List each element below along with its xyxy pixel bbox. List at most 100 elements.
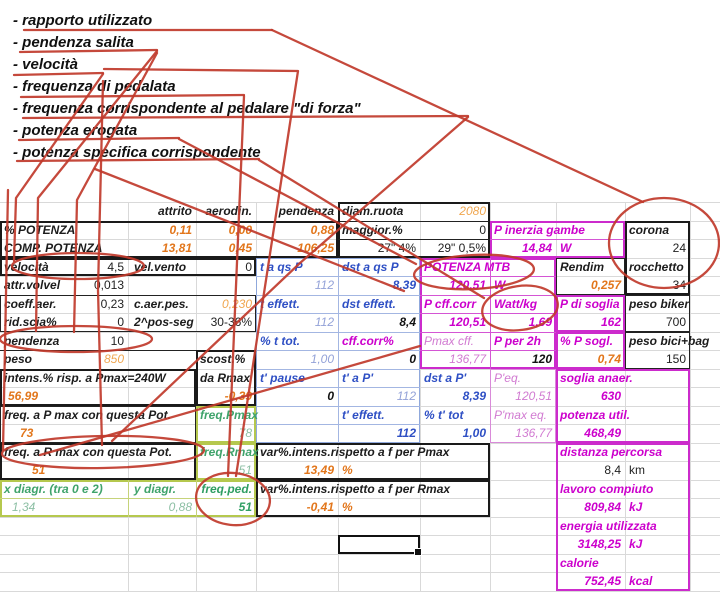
cell-r9-c6[interactable]: dst a P' xyxy=(424,370,467,385)
cell-r5-c4[interactable]: t effett. xyxy=(260,296,300,311)
cell-r5-c9[interactable]: peso biker xyxy=(629,296,690,311)
cell-r20-c9[interactable]: kcal xyxy=(629,574,653,588)
cell-r9-c5[interactable]: t' a P' xyxy=(342,370,374,385)
cell-r10-c8[interactable]: 630 xyxy=(600,389,621,403)
rocchetto-label[interactable]: rocchetto xyxy=(629,259,684,274)
cell-r11-c5[interactable]: t' effett. xyxy=(342,407,385,422)
cell-r16-c5[interactable]: % xyxy=(342,500,353,514)
cell-r10-c7[interactable]: 120,51 xyxy=(515,389,552,403)
cell-r10-c4[interactable]: 0 xyxy=(327,389,334,403)
cell-r2-c0[interactable]: COMP. POTENZA xyxy=(4,241,103,255)
cell-r8-c3[interactable]: scost.% xyxy=(200,352,246,366)
corona-label[interactable]: corona xyxy=(629,222,670,237)
cell-r18-c8[interactable]: 3148,25 xyxy=(577,537,621,551)
cell-r14-c5[interactable]: % xyxy=(342,463,353,477)
cell-r4-c1[interactable]: 0,013 xyxy=(93,278,124,292)
cell-r13-c4[interactable]: var%.intens.rispetto a f per Pmax xyxy=(260,444,450,459)
cell-r3-c2[interactable]: vel.vento xyxy=(134,259,187,274)
cell-r6-c5[interactable]: 8,4 xyxy=(399,315,416,329)
cell-r17-c8[interactable]: energia utilizzata xyxy=(560,518,657,533)
watt-kg-value[interactable]: 1,69 xyxy=(528,315,552,329)
cell-r1-c7[interactable]: P inerzia gambe xyxy=(494,222,585,237)
cell-r8-c8[interactable]: 0,74 xyxy=(597,352,621,366)
cell-r1-c6[interactable]: 0 xyxy=(479,222,486,237)
cell-r7-c7[interactable]: P per 2h xyxy=(494,333,541,348)
cell-r12-c0[interactable]: 73 xyxy=(20,426,34,440)
cell-r2-c6[interactable]: 29" 0,5% xyxy=(437,241,486,255)
cell-r5-c6[interactable]: P cff.corr xyxy=(424,296,477,311)
cell-r0-c6[interactable]: 2080 xyxy=(459,204,486,218)
cell-r16-c0[interactable]: 1,34 xyxy=(12,500,36,514)
cell-r12-c5[interactable]: 112 xyxy=(396,426,416,440)
cell-r7-c4[interactable]: % t tot. xyxy=(260,333,300,348)
cell-r13-c3[interactable]: freq.Rmax xyxy=(200,444,259,459)
freq-ped-label[interactable]: freq.ped. xyxy=(201,481,252,496)
cell-r2-c5[interactable]: 27" 4% xyxy=(377,241,416,255)
cell-r1-c4[interactable]: 0,88 xyxy=(310,222,334,237)
freq-ped-value[interactable]: 51 xyxy=(238,500,252,514)
cell-r7-c5[interactable]: cff.corr% xyxy=(342,333,394,348)
cell-r16-c4[interactable]: -0,41 xyxy=(306,500,334,514)
cell-r15-c4[interactable]: var%.intens.rispetto a f per Rmax xyxy=(260,481,451,496)
cell-r13-c8[interactable]: distanza percorsa xyxy=(560,444,663,459)
selected-cell[interactable] xyxy=(338,535,422,556)
cell-r8-c1[interactable]: 850 xyxy=(103,352,124,366)
pendenza-value[interactable]: 10 xyxy=(110,333,124,348)
cell-r5-c5[interactable]: dst effett. xyxy=(342,296,396,311)
cell-r12-c7[interactable]: 136,77 xyxy=(515,426,552,440)
cell-r2-c3[interactable]: 0,45 xyxy=(228,241,252,255)
cell-r7-c6[interactable]: Pmax cff. xyxy=(424,333,475,348)
cell-r7-c9[interactable]: peso bici+bag xyxy=(629,333,710,348)
cell-r8-c9[interactable]: 150 xyxy=(665,352,686,366)
cell-r6-c6[interactable]: 120,51 xyxy=(449,315,486,329)
cell-r10-c0[interactable]: 56,99 xyxy=(8,389,39,403)
cell-r0-c3[interactable]: aerodin. xyxy=(205,204,252,218)
cell-r8-c6[interactable]: 136,77 xyxy=(449,352,486,366)
cell-r14-c8[interactable]: 8,4 xyxy=(604,463,621,477)
cell-r9-c7[interactable]: P'eq. xyxy=(494,370,521,385)
cell-r12-c6[interactable]: 1,00 xyxy=(462,426,486,440)
cell-r5-c3[interactable]: 0,230 xyxy=(221,296,252,311)
rocchetto-value[interactable]: 34 xyxy=(672,278,686,292)
corona-value[interactable]: 24 xyxy=(672,241,686,255)
velocita-value[interactable]: 4,5 xyxy=(107,259,124,274)
cell-r16-c8[interactable]: 809,84 xyxy=(584,500,621,514)
cell-r5-c1[interactable]: 0,23 xyxy=(100,296,124,311)
cell-r8-c5[interactable]: 0 xyxy=(409,352,416,366)
cell-r6-c4[interactable]: 112 xyxy=(314,315,334,329)
cell-r20-c8[interactable]: 752,45 xyxy=(584,574,621,588)
cell-r6-c1[interactable]: 0 xyxy=(117,315,124,329)
cell-r15-c2[interactable]: y diagr. xyxy=(134,481,177,496)
cell-r9-c0[interactable]: intens.% risp. a Pmax=240W xyxy=(4,370,166,385)
cell-r16-c9[interactable]: kJ xyxy=(629,500,643,514)
cell-r4-c8[interactable]: 0,257 xyxy=(590,278,621,292)
potenza-mtb-value[interactable]: 120,51 xyxy=(449,278,486,292)
cell-r1-c3[interactable]: 0,00 xyxy=(228,222,252,237)
cell-r5-c8[interactable]: P di soglia xyxy=(560,296,620,311)
cell-r18-c9[interactable]: kJ xyxy=(629,537,643,551)
cell-r12-c8[interactable]: 468,49 xyxy=(584,426,621,440)
cell-r4-c5[interactable]: 8,39 xyxy=(392,278,416,292)
cell-r1-c2[interactable]: 0,11 xyxy=(169,222,192,237)
cell-r19-c8[interactable]: calorie xyxy=(560,555,599,570)
watt-kg-label[interactable]: Watt/kg xyxy=(494,296,538,311)
cell-r15-c0[interactable]: x diagr. (tra 0 e 2) xyxy=(4,481,103,496)
cell-r6-c9[interactable]: 700 xyxy=(665,315,686,329)
cell-r2-c8[interactable]: W xyxy=(560,241,572,255)
cell-r3-c5[interactable]: dst a qs P xyxy=(342,259,399,274)
cell-r14-c4[interactable]: 13,49 xyxy=(303,463,334,477)
cell-r6-c3[interactable]: 30-36% xyxy=(210,315,252,329)
cell-r8-c4[interactable]: 1,00 xyxy=(310,352,334,366)
cell-r1-c5[interactable]: maggior.% xyxy=(342,222,403,237)
cell-r10-c5[interactable]: 112 xyxy=(396,389,416,403)
cell-r2-c2[interactable]: 13,81 xyxy=(161,241,192,255)
freq-rmax-label[interactable]: freq. a R max con questa Pot. xyxy=(4,444,173,459)
cell-r11-c8[interactable]: potenza util. xyxy=(560,407,630,422)
cell-r12-c3[interactable]: 78 xyxy=(238,426,252,440)
cell-r0-c1[interactable]: attrito xyxy=(158,204,192,218)
cell-r0-c4[interactable]: pendenza xyxy=(278,204,334,218)
cell-r9-c4[interactable]: t' pause xyxy=(260,370,305,385)
cell-r8-c7[interactable]: 120 xyxy=(531,352,552,366)
cell-r11-c6[interactable]: % t' tot xyxy=(424,407,464,422)
freq-rmax-value[interactable]: 51 xyxy=(32,463,46,477)
